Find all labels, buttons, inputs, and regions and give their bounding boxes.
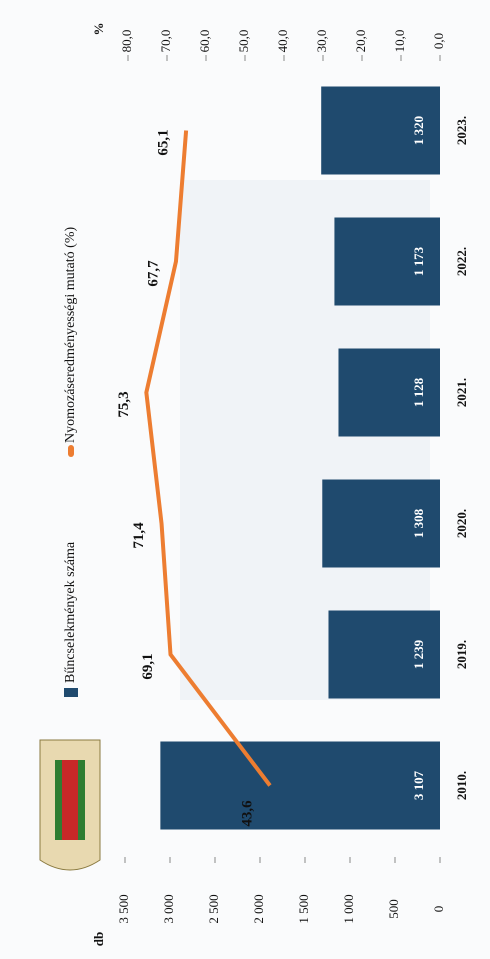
legend-swatch: [64, 688, 78, 697]
emblem: [39, 739, 101, 871]
bar: [321, 86, 441, 175]
x-tick-label: 2020.: [454, 509, 469, 538]
y-tick-label: 500: [386, 899, 401, 919]
y-axis-label: db: [91, 932, 106, 946]
y2-tick-label: 20,0: [353, 30, 368, 53]
bar-value-label: 1 308: [411, 508, 426, 538]
y-tick-label: 3 000: [161, 894, 176, 923]
y2-tick-label: 80,0: [119, 30, 134, 53]
line-value-label: 67,7: [145, 260, 161, 287]
y2-tick-label: 30,0: [314, 30, 329, 53]
line: [144, 130, 272, 787]
y2-axis-label: %: [91, 23, 106, 36]
y-tick-label: 1 500: [296, 894, 311, 923]
y2-tick-label: 50,0: [236, 30, 251, 53]
x-tick-label: 2021.: [454, 378, 469, 407]
line-value-label: 43,6: [239, 800, 255, 827]
y2-tick-label: 70,0: [158, 30, 173, 53]
x-tick-label: 2010.: [454, 771, 469, 800]
y-tick-label: 1 000: [341, 894, 356, 923]
y2-tick-label: 0,0: [431, 33, 446, 49]
line-value-label: 75,3: [116, 391, 132, 417]
bar: [160, 741, 440, 830]
bar-value-label: 1 239: [411, 639, 426, 669]
bar-value-label: 3 107: [411, 770, 426, 800]
y2-tick-label: 60,0: [197, 30, 212, 53]
line-value-label: 71,4: [131, 522, 147, 549]
x-tick-label: 2019.: [454, 640, 469, 669]
bar-value-label: 1 128: [411, 377, 426, 407]
y2-tick-label: 40,0: [275, 30, 290, 53]
x-tick-label: 2023.: [454, 116, 469, 145]
rotated-chart: db % 0 500 1 000 1 500 2 000 2 500 3 000 3 500 0…: [63, 23, 469, 947]
line-value-label: 69,1: [140, 653, 156, 679]
y-tick-label: 3 500: [116, 894, 131, 923]
y-tick-label: 0: [431, 906, 446, 913]
bar: [328, 610, 440, 699]
legend-label: Bűncselekmények száma: [63, 541, 78, 683]
x-tick-label: 2022.: [454, 247, 469, 276]
legend-swatch: [68, 445, 74, 457]
legend-label: Nyomozáseredményességi mutató (%): [63, 227, 78, 443]
bar: [334, 217, 440, 306]
y-tick-label: 2 000: [251, 894, 266, 923]
bar: [322, 479, 440, 568]
bar-value-label: 1 320: [411, 116, 426, 145]
line-value-label: 65,1: [156, 129, 172, 155]
y-tick-label: 2 500: [206, 894, 221, 923]
bar-value-label: 1 173: [411, 246, 426, 276]
y2-tick-label: 10,0: [392, 30, 407, 53]
bar: [338, 348, 441, 437]
